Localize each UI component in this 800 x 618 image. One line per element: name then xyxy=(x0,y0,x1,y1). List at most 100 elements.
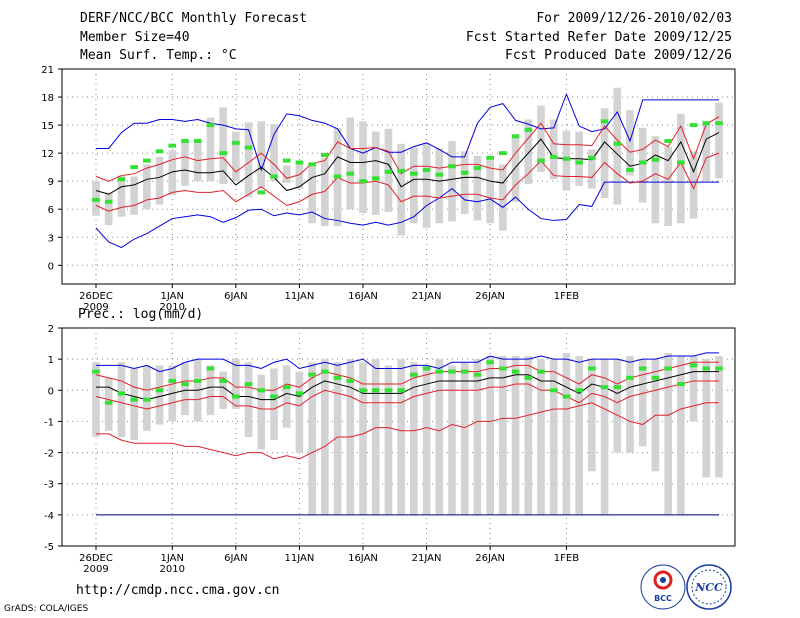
green-marker xyxy=(130,397,138,402)
ensemble-box xyxy=(232,131,240,182)
green-marker xyxy=(537,369,545,374)
green-marker xyxy=(715,121,723,126)
xtick-label: 1FEB xyxy=(554,553,579,564)
ytick-label: 9 xyxy=(48,177,54,188)
green-marker xyxy=(511,134,520,139)
xtick-label: 26DEC xyxy=(79,291,113,302)
green-marker xyxy=(359,388,367,393)
green-marker xyxy=(155,149,164,154)
bcc-logo-text: BCC xyxy=(654,594,672,603)
xtick-year: 2009 xyxy=(83,302,108,313)
green-marker xyxy=(702,366,711,371)
green-marker xyxy=(511,369,520,374)
ensemble-box xyxy=(143,164,151,210)
xtick-label: 6JAN xyxy=(224,553,247,564)
ensemble-box xyxy=(130,176,138,215)
green-marker xyxy=(613,385,622,390)
ensemble-box xyxy=(321,359,329,515)
ensemble-box xyxy=(333,362,342,515)
ensemble-box xyxy=(130,368,138,441)
green-marker xyxy=(371,176,380,181)
ytick-label: -2 xyxy=(44,449,54,460)
ytick-label: 15 xyxy=(41,121,54,132)
ensemble-box xyxy=(181,142,189,186)
green-marker xyxy=(117,391,126,396)
green-marker xyxy=(473,166,482,171)
green-marker xyxy=(244,382,253,387)
ensemble-box xyxy=(244,122,253,198)
ytick-label: 12 xyxy=(41,149,54,160)
ytick-label: -3 xyxy=(44,480,54,491)
green-marker xyxy=(117,177,126,182)
ensemble-box xyxy=(511,356,520,515)
member-size: Member Size=40 xyxy=(80,30,190,45)
ensemble-box xyxy=(537,359,545,515)
ensemble-box xyxy=(448,365,456,515)
green-marker xyxy=(232,394,240,399)
green-marker xyxy=(575,388,583,393)
ensemble-box xyxy=(549,119,558,180)
ensemble-box xyxy=(473,155,482,221)
green-marker xyxy=(626,375,634,380)
green-marker xyxy=(371,388,380,393)
ensemble-mean-line xyxy=(96,371,719,401)
green-marker xyxy=(143,397,151,402)
green-marker xyxy=(562,394,571,399)
green-marker xyxy=(333,375,342,380)
green-marker xyxy=(715,366,723,371)
green-marker xyxy=(308,372,316,377)
started-date: Fcst Started Refer Date 2009/12/25 xyxy=(465,30,732,45)
green-marker xyxy=(282,158,291,163)
ytick-label: 6 xyxy=(48,205,54,216)
ensemble-box xyxy=(524,119,533,184)
ensemble-box xyxy=(206,117,215,182)
green-marker xyxy=(346,378,355,383)
ensemble-box xyxy=(295,164,304,189)
ensemble-box xyxy=(422,365,431,515)
green-marker xyxy=(588,366,596,371)
ensemble-box xyxy=(460,362,469,515)
xtick-label: 26JAN xyxy=(475,553,505,564)
green-marker xyxy=(359,179,367,184)
green-marker xyxy=(677,160,685,165)
green-marker xyxy=(689,363,698,368)
ensemble-box xyxy=(168,150,177,196)
ensemble-box xyxy=(549,359,558,515)
xtick-label: 26DEC xyxy=(79,553,113,564)
xtick-label: 26JAN xyxy=(475,291,505,302)
ensemble-box xyxy=(600,108,609,198)
ensemble-box xyxy=(486,356,494,515)
xtick-label: 1JAN xyxy=(161,291,184,302)
ensemble-box xyxy=(257,374,266,450)
ensemble-box xyxy=(715,356,723,478)
green-marker xyxy=(384,169,393,174)
green-marker xyxy=(308,162,316,167)
ensemble-box xyxy=(435,359,444,515)
ensemble-box xyxy=(371,359,380,515)
ensemble-box xyxy=(397,359,405,515)
footer-url[interactable]: http://cmdp.ncc.cma.gov.cn xyxy=(76,583,280,598)
bcc-logo: BCC xyxy=(640,564,686,610)
green-marker xyxy=(689,123,698,128)
green-marker xyxy=(155,388,164,393)
green-marker xyxy=(549,154,558,159)
ensemble-box xyxy=(397,143,405,236)
green-marker xyxy=(295,160,304,165)
green-marker xyxy=(181,382,189,387)
red-low-line xyxy=(96,402,719,460)
ytick-label: -4 xyxy=(44,511,54,522)
green-marker xyxy=(677,382,685,387)
green-marker xyxy=(92,369,100,374)
green-marker xyxy=(206,123,215,128)
ensemble-box xyxy=(384,365,393,515)
green-marker xyxy=(333,174,342,179)
forecast-range: For 2009/12/26-2010/02/03 xyxy=(536,11,732,26)
ensemble-box xyxy=(448,140,456,222)
blue-lower-line xyxy=(95,181,719,249)
ensemble-box xyxy=(282,365,291,428)
ensemble-box xyxy=(92,362,100,437)
xtick-label: 16JAN xyxy=(348,291,378,302)
green-marker xyxy=(448,369,456,374)
xtick-label: 1FEB xyxy=(554,291,579,302)
ensemble-box xyxy=(371,131,380,215)
